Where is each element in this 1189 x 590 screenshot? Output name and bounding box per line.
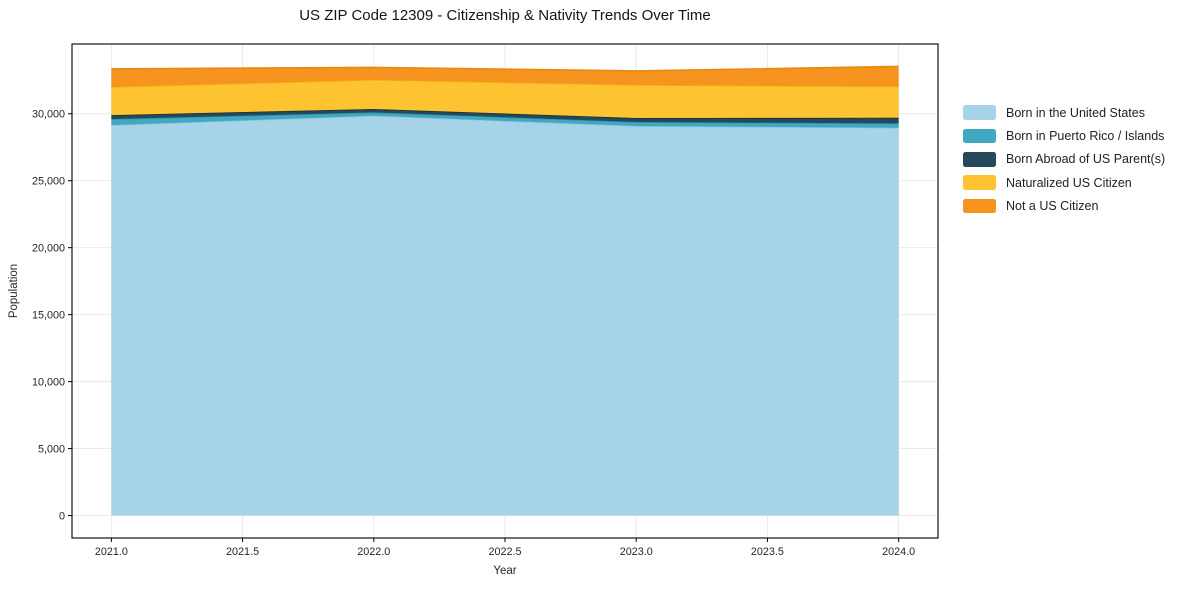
- x-tick-label: 2023.5: [751, 546, 784, 558]
- y-tick-label: 20,000: [32, 242, 65, 254]
- x-tick-label: 2021.5: [226, 546, 259, 558]
- area-born-abroad-of-us-parent-s-: [111, 109, 899, 124]
- y-tick-label: 0: [59, 510, 65, 522]
- legend-item: Born in Puerto Rico / Islands: [963, 128, 1165, 144]
- x-tick-label: 2022.0: [357, 546, 390, 558]
- area-born-in-puerto-rico-islands: [111, 112, 899, 128]
- legend-label: Not a US Citizen: [1006, 199, 1099, 214]
- x-tick-label: 2024.0: [882, 546, 915, 558]
- area-not-a-us-citizen: [111, 66, 899, 87]
- area-naturalized-us-citizen: [111, 79, 899, 119]
- y-tick-label: 25,000: [32, 176, 65, 188]
- y-tick-label: 30,000: [32, 109, 65, 121]
- area-born-in-the-united-states: [111, 115, 899, 516]
- legend-label: Naturalized US Citizen: [1006, 175, 1132, 190]
- area-edge: [111, 65, 899, 72]
- y-tick-label: 5,000: [38, 443, 65, 455]
- legend-item: Born in the United States: [963, 105, 1165, 120]
- legend-swatch: [963, 152, 996, 167]
- legend-swatch: [963, 105, 996, 120]
- y-tick-label: 10,000: [32, 376, 65, 388]
- x-tick-label: 2022.5: [488, 546, 521, 558]
- legend-label: Born in the United States: [1006, 105, 1145, 120]
- y-tick-label: 15,000: [32, 309, 65, 321]
- legend-swatch: [963, 128, 996, 144]
- legend-item: Not a US Citizen: [963, 198, 1165, 214]
- legend: Born in the United States Born in Puerto …: [963, 105, 1165, 222]
- legend-swatch: [963, 175, 996, 190]
- x-tick-label: 2021.0: [95, 546, 128, 558]
- chart-title: US ZIP Code 12309 - Citizenship & Nativi…: [299, 7, 711, 24]
- legend-label: Born in Puerto Rico / Islands: [1006, 128, 1165, 143]
- legend-item: Naturalized US Citizen: [963, 175, 1165, 190]
- x-tick-label: 2023.0: [620, 546, 653, 558]
- x-axis-label: Year: [493, 565, 517, 577]
- legend-swatch: [963, 198, 996, 214]
- legend-label: Born Abroad of US Parent(s): [1006, 152, 1166, 167]
- legend-item: Born Abroad of US Parent(s): [963, 152, 1165, 167]
- y-axis-label: Population: [8, 263, 20, 319]
